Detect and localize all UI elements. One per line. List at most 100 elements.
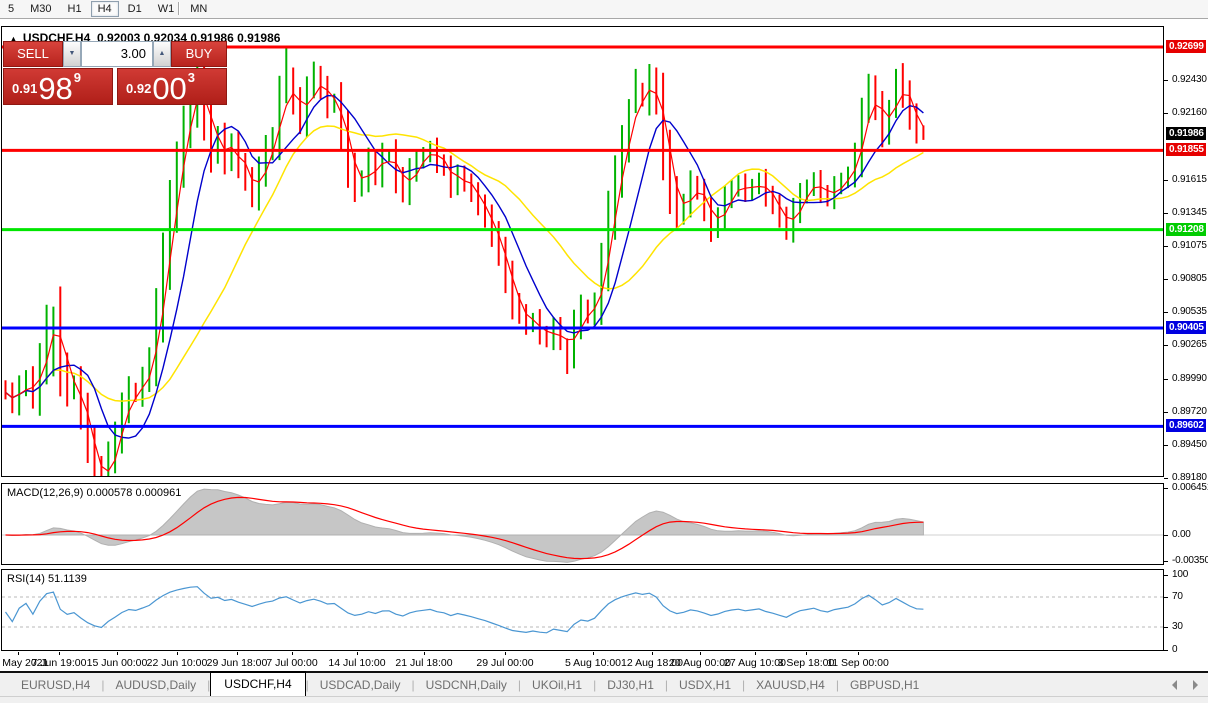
axis-tick-mark [1164,535,1168,536]
tabs-scroll-left-icon[interactable] [1172,680,1177,690]
buy-price-sup: 3 [187,70,196,85]
macd-value-signal: 0.000961 [135,487,182,499]
axis-tick-label: 0.89990 [1172,372,1207,384]
time-tick-label: 22 Jun 10:00 [146,657,208,669]
axis-tick-mark [1164,378,1168,380]
time-tick-label: 20 Aug 00:00 [669,657,731,669]
timeframe-button-h4[interactable]: H4 [90,1,119,17]
tab-separator: | [305,677,309,692]
time-tick-mark [858,652,859,655]
tab-ukoil-h1[interactable]: UKOil,H1 [532,677,583,692]
tab-separator: | [411,677,415,692]
buy-price-prefix: 0.92 [126,81,152,96]
tab-usdchf-h4[interactable]: USDCHF,H4 [210,671,306,696]
tab-separator: | [742,677,746,692]
axis-tick-label: 0.91615 [1172,173,1207,185]
tab-dj30-h1[interactable]: DJ30,H1 [607,677,654,692]
tab-usdcnh-daily[interactable]: USDCNH,Daily [425,677,507,692]
macd-plot [2,488,1163,563]
tab-usdx-h1[interactable]: USDX,H1 [679,677,732,692]
time-tick-mark [700,652,701,655]
sell-price-prefix: 0.91 [12,81,38,96]
axis-tick-label: 0.92430 [1172,73,1207,85]
axis-tick-label: 0.90805 [1172,273,1207,284]
price-level-badge: 0.91986 [1166,127,1206,141]
time-tick-label: 7 Jun 19:00 [31,657,87,669]
time-tick-mark [593,652,594,655]
tab-separator: | [664,677,668,692]
time-tick-mark [177,652,178,655]
axis-tick-mark [1164,245,1168,247]
time-tick-label: 7 Jul 00:00 [266,657,318,669]
rsi-plot [2,586,1163,634]
price-level-badge: 0.90405 [1166,321,1206,334]
axis-tick-mark [1164,345,1168,347]
time-tick-mark [652,652,653,655]
rsi-value: 51.1139 [47,573,87,585]
tab-eurusd-h4[interactable]: EURUSD,H4 [21,677,91,692]
time-tick-label: 11 Sep 00:00 [827,657,889,669]
timeframe-button-mn[interactable]: MN [190,3,208,15]
buy-button[interactable]: BUY [171,41,227,67]
macd-label: MACD(12,26,9) 0.000578 0.000961 [7,487,181,499]
macd-panel[interactable]: MACD(12,26,9) 0.000578 0.000961 [1,483,1164,565]
timeframe-button-m30[interactable]: M30 [30,3,52,15]
axis-tick-mark [1164,113,1168,115]
time-tick-mark [505,652,506,655]
time-tick-label: 5 Aug 10:00 [564,657,622,669]
volume-input[interactable]: 3.00 [81,41,153,67]
axis-tick-mark [1164,212,1168,214]
timeframe-button-5[interactable]: 5 [8,3,15,15]
axis-tick-label: 0 [1172,643,1178,655]
axis-tick-mark [1164,279,1168,280]
toolbar-separator [178,2,179,15]
main-chart-panel[interactable]: ▲ USDCHF,H4 0.92003 0.92034 0.91986 0.919… [1,26,1164,477]
timeframe-toolbar: 5 M30 H1 H4 D1 W1 MN [0,0,1208,19]
axis-tick-mark [1164,560,1168,562]
timeframe-button-h1[interactable]: H1 [67,3,82,15]
sell-price-big: 98 [38,70,73,106]
tab-xauusd-h4[interactable]: XAUUSD,H4 [756,677,825,692]
volume-decrease-button[interactable]: ▼ [63,41,81,67]
time-tick-mark [59,652,60,655]
sell-price-sup: 9 [73,70,82,85]
rsi-name: RSI(14) [7,573,45,585]
time-tick-label: 15 Jun 00:00 [86,657,148,669]
timeframe-button-w1[interactable]: W1 [157,3,175,15]
time-tick-label: 14 Jul 10:00 [328,657,386,669]
axis-tick-mark [1164,627,1168,628]
time-tick-mark [357,652,358,655]
axis-tick-label: 0.006451 [1172,482,1208,493]
sell-button[interactable]: SELL [3,41,63,67]
tab-gbpusd-h1[interactable]: GBPUSD,H1 [849,677,920,692]
time-tick-mark [806,652,807,655]
sell-price-display[interactable]: 0.91 98 9 [3,68,113,105]
axis-tick-label: 0.89720 [1172,405,1207,417]
collapse-triangle-icon[interactable]: ▲ [9,34,18,44]
axis-tick-mark [1164,312,1168,314]
time-tick-label: 3 Sep 18:00 [777,657,835,669]
tabs-scroll-right-icon[interactable] [1193,680,1198,690]
axis-tick-label: 0.92160 [1172,107,1207,119]
price-axis[interactable]: 0.92430 0.92160 0.91615 0.91345 0.91075 0.908… [1164,26,1208,655]
rsi-panel[interactable]: RSI(14) 51.1139 [1,569,1164,651]
time-tick-mark [237,652,238,655]
axis-tick-label: 0.90265 [1172,339,1207,351]
axis-tick-label: 0.89450 [1172,439,1207,450]
volume-increase-button[interactable]: ▲ [153,41,171,67]
timeframe-button-d1[interactable]: D1 [127,3,142,15]
axis-tick-mark [1164,649,1168,651]
time-tick-label: 12 Aug 18:00 [621,657,683,669]
symbol-tab-bar: EURUSD,H4 | AUDUSD,Daily | USDCHF,H4 | USDCAD,… [0,671,1208,696]
axis-tick-label: 70 [1172,591,1183,602]
tab-audusd-daily[interactable]: AUDUSD,Daily [115,677,197,692]
buy-price-display[interactable]: 0.92 00 3 [117,68,227,105]
axis-tick-label: 0.00 [1172,529,1191,540]
axis-tick-mark [1164,478,1168,480]
time-tick-mark [117,652,118,655]
axis-tick-mark [1164,574,1168,576]
tab-usdcad-daily[interactable]: USDCAD,Daily [319,677,401,692]
time-tick-mark [755,652,756,655]
